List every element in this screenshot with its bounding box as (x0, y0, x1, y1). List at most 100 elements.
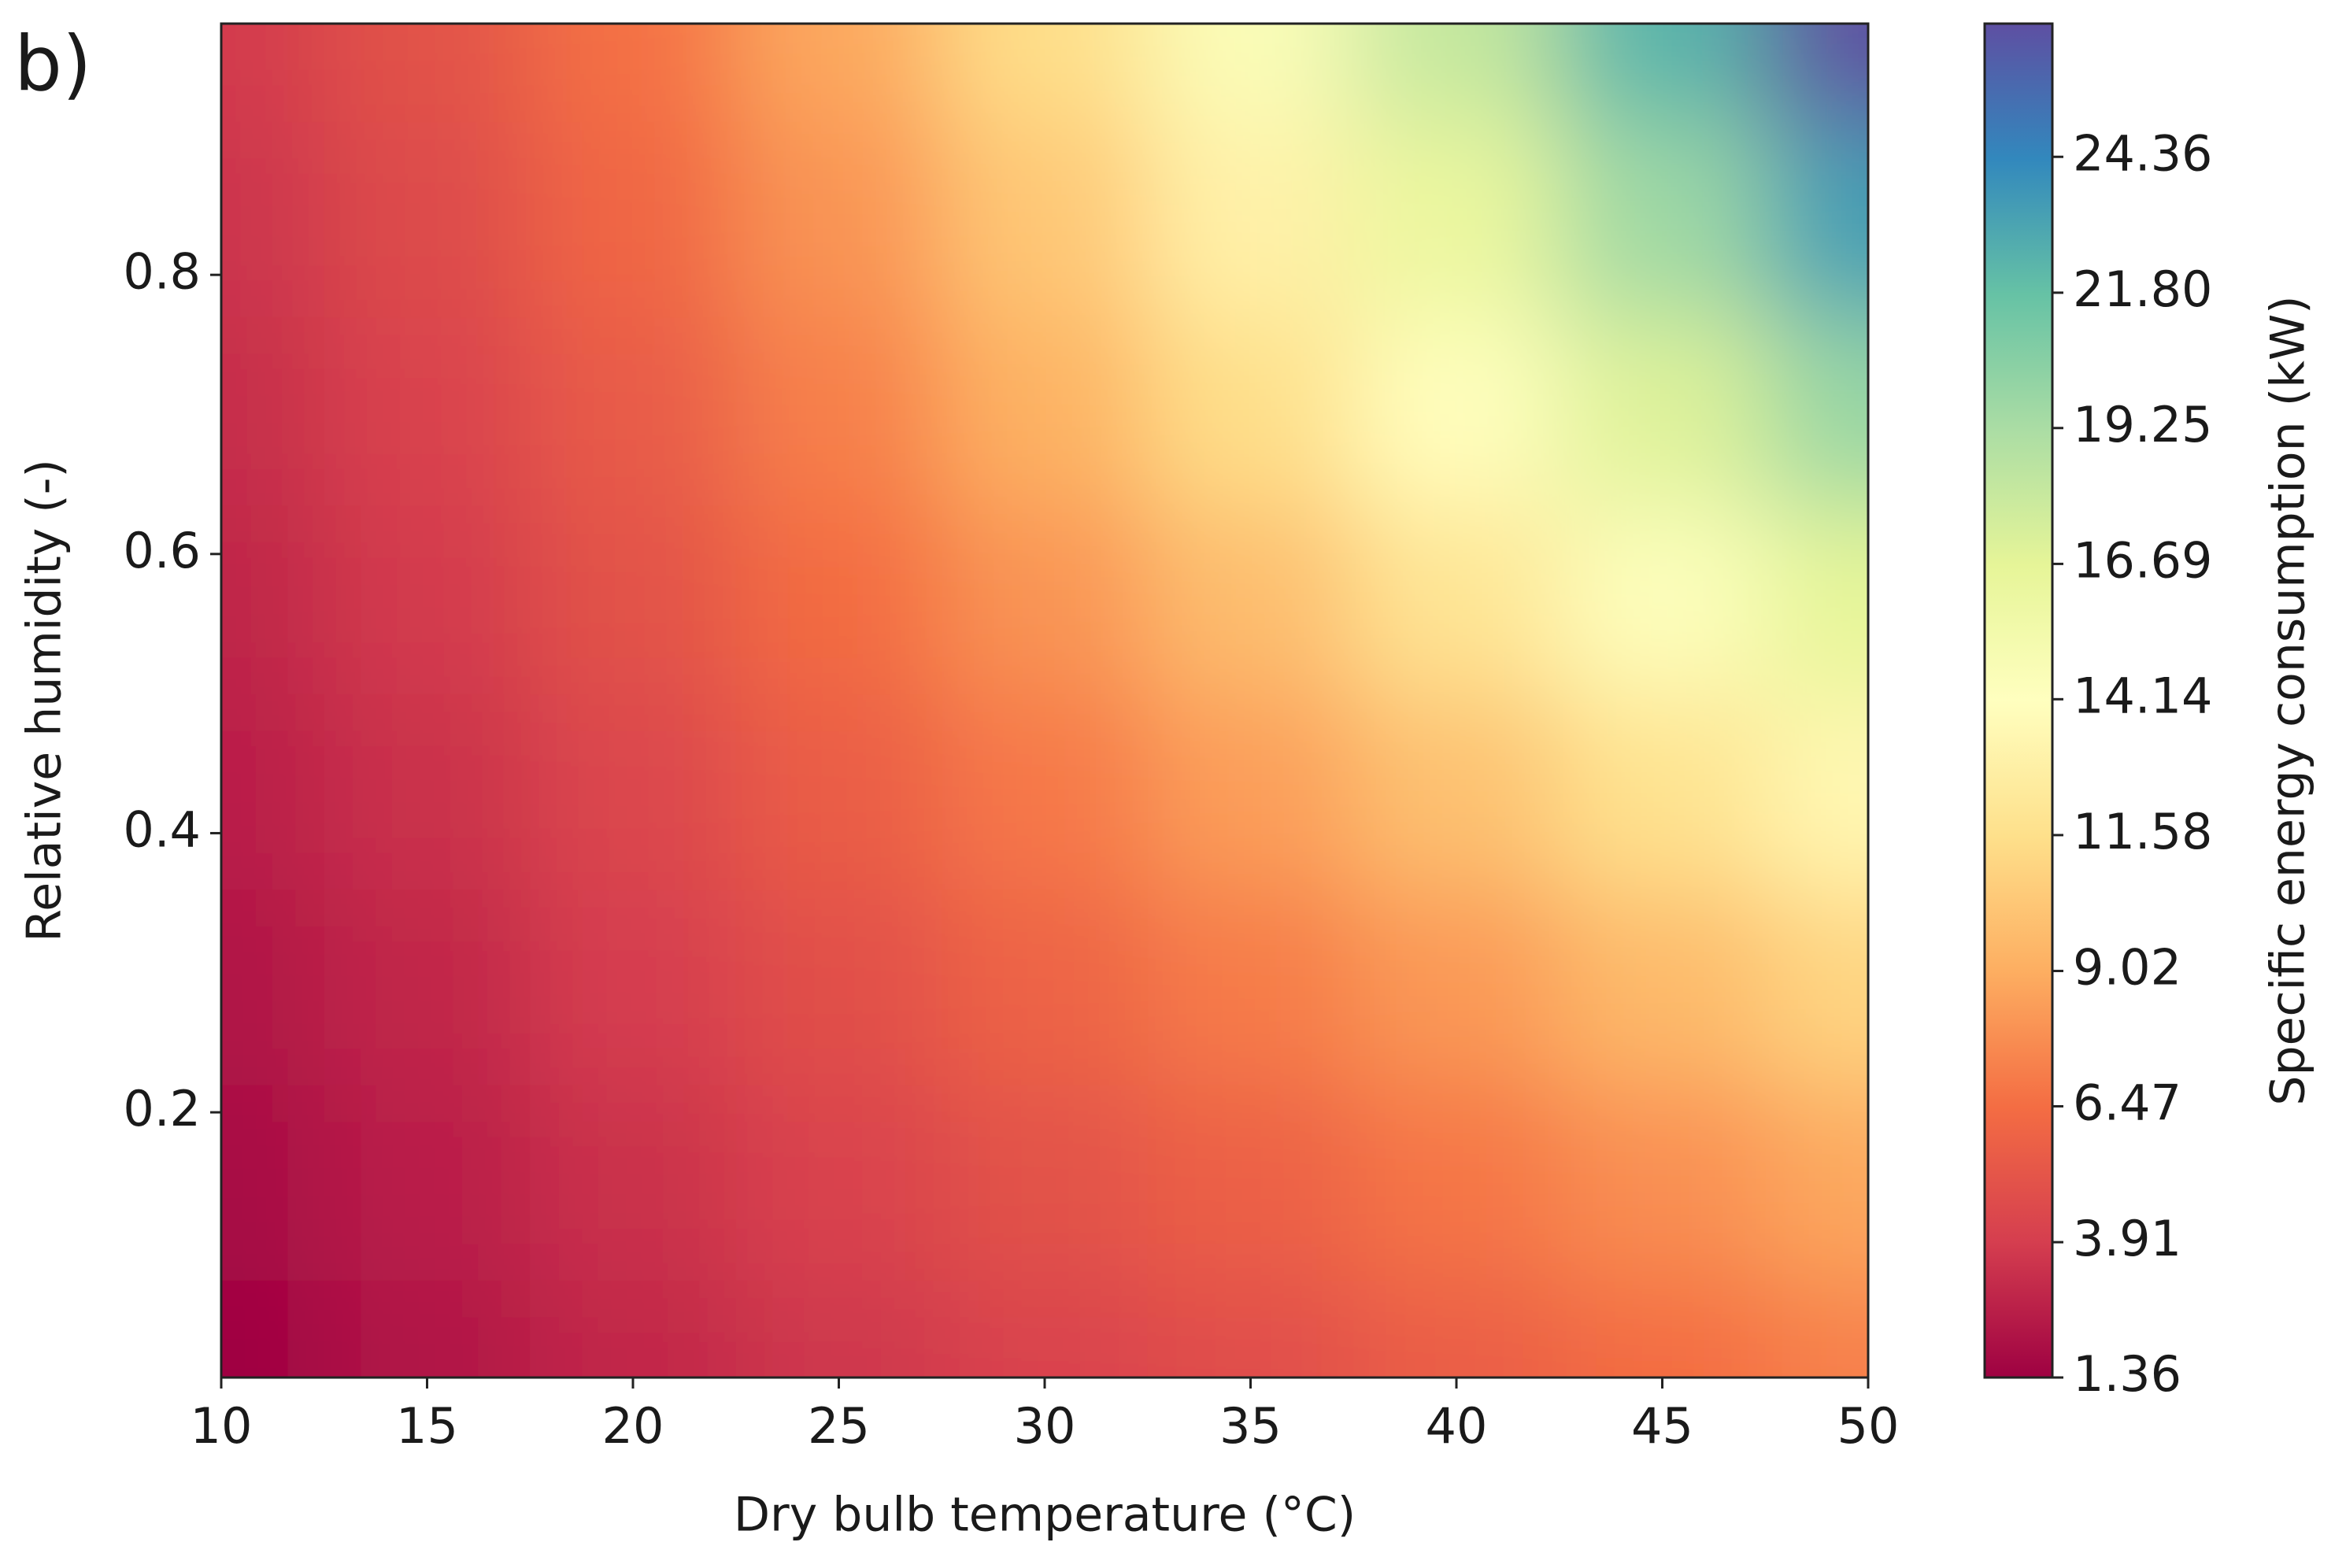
heatmap-cell (1765, 316, 1868, 506)
heatmap-cell (1765, 1084, 1868, 1281)
heatmap-cell (735, 24, 943, 123)
y-tick-label: 0.2 (123, 1080, 201, 1137)
heatmap-cell (735, 1279, 943, 1378)
heatmap-cell (942, 1084, 1149, 1281)
heatmap-cell (1559, 693, 1767, 890)
heatmap-cell (735, 316, 943, 506)
heatmap-cell (221, 889, 325, 1085)
x-tick-label: 50 (1837, 1397, 1900, 1455)
colorbar-tick-label: 3.91 (2073, 1210, 2181, 1267)
colorbar-tick-label: 6.47 (2073, 1074, 2181, 1132)
heatmap-cell (1559, 121, 1767, 318)
heatmap-cell (1353, 505, 1560, 695)
heatmap-cell (530, 121, 737, 318)
colorbar-tick-label: 1.36 (2073, 1345, 2181, 1403)
heatmap-cell (942, 889, 1149, 1085)
heatmap-cell (324, 121, 531, 318)
heatmap-cell (324, 24, 531, 123)
heatmap-cell (1765, 889, 1868, 1085)
colorbar-tick-label: 16.69 (2073, 531, 2213, 589)
heatmap-cell (530, 1279, 737, 1378)
heatmap-cell (221, 316, 325, 506)
heatmap-cell (1559, 316, 1767, 506)
heatmap-cell (735, 889, 943, 1085)
colorbar-tick-label: 21.80 (2073, 261, 2213, 318)
x-tick-label: 35 (1219, 1397, 1282, 1455)
x-tick-label: 25 (808, 1397, 870, 1455)
heatmap-cell (324, 316, 531, 506)
heatmap-cell (1559, 1279, 1767, 1378)
heatmap-cell (221, 1279, 325, 1378)
heatmap-cell (324, 1084, 531, 1281)
heatmap-cell (530, 693, 737, 890)
colorbar-label: Specific energy consumption (kW) (2261, 295, 2316, 1105)
heatmap-cell (942, 505, 1149, 695)
y-tick-label: 0.8 (123, 242, 201, 300)
colorbar-tick-label: 9.02 (2073, 939, 2181, 997)
heatmap-cell (221, 1084, 325, 1281)
colorbar (1983, 22, 2054, 1379)
heatmap-cell (221, 505, 325, 695)
heatmap-cell (942, 316, 1149, 506)
heatmap-cell (735, 1084, 943, 1281)
heatmap-cell (1765, 505, 1868, 695)
x-tick-label: 10 (191, 1397, 253, 1455)
heatmap-cell (324, 693, 531, 890)
heatmap-cell (1353, 1279, 1560, 1378)
heatmap-cell (1765, 121, 1868, 318)
heatmap-cell (1353, 316, 1560, 506)
panel-label: b) (14, 20, 91, 108)
x-tick-label: 45 (1631, 1397, 1693, 1455)
y-tick-label: 0.6 (123, 522, 201, 579)
heatmap-cell (530, 889, 737, 1085)
heatmap-cell (1559, 889, 1767, 1085)
x-tick-label: 30 (1014, 1397, 1076, 1455)
heatmap-cell (1559, 505, 1767, 695)
heatmap-cell (1765, 1279, 1868, 1378)
heatmap-cell (221, 24, 325, 123)
colorbar-tick-label: 14.14 (2073, 667, 2213, 724)
heatmap-cell (1353, 1084, 1560, 1281)
colorbar-tick-label: 19.25 (2073, 396, 2213, 453)
heatmap-cell (530, 316, 737, 506)
heatmap-cell (530, 24, 737, 123)
heatmap-cell (324, 1279, 531, 1378)
heatmap-cell (1147, 316, 1355, 506)
heatmap-cell (221, 693, 325, 890)
heatmap-cell (530, 505, 737, 695)
heatmap-cell (324, 505, 531, 695)
colorbar-tick-label: 11.58 (2073, 803, 2213, 860)
x-tick-label: 20 (602, 1397, 664, 1455)
heatmap-clip (221, 24, 1868, 1378)
heatmap-cell (221, 121, 325, 318)
heatmap (221, 24, 1868, 1378)
heatmap-cell (1147, 121, 1355, 318)
heatmap-cell (1353, 121, 1560, 318)
heatmap-cell (1559, 24, 1767, 123)
x-tick-label: 40 (1426, 1397, 1488, 1455)
heatmap-cell (735, 505, 943, 695)
heatmap-cell (1147, 1084, 1355, 1281)
heatmap-cell (942, 1279, 1149, 1378)
heatmap-cell (1353, 693, 1560, 890)
x-axis-label: Dry bulb temperature (°C) (734, 1488, 1356, 1543)
heatmap-cell (1147, 1279, 1355, 1378)
x-tick-label: 15 (396, 1397, 458, 1455)
heatmap-cell (942, 24, 1149, 123)
heatmap-cell (1147, 505, 1355, 695)
colorbar-tick-label: 24.36 (2073, 124, 2213, 182)
y-tick-label: 0.4 (123, 801, 201, 859)
heatmap-cell (1765, 24, 1868, 123)
heatmap-cell (942, 693, 1149, 890)
heatmap-cell (1353, 889, 1560, 1085)
heatmap-cell (1147, 889, 1355, 1085)
heatmap-cell (1147, 693, 1355, 890)
heatmap-cell (1147, 24, 1355, 123)
heatmap-cell (324, 889, 531, 1085)
heatmap-cell (1353, 24, 1560, 123)
heatmap-cell (1559, 1084, 1767, 1281)
y-axis-label: Relative humidity (-) (17, 459, 72, 942)
heatmap-cell (735, 693, 943, 890)
